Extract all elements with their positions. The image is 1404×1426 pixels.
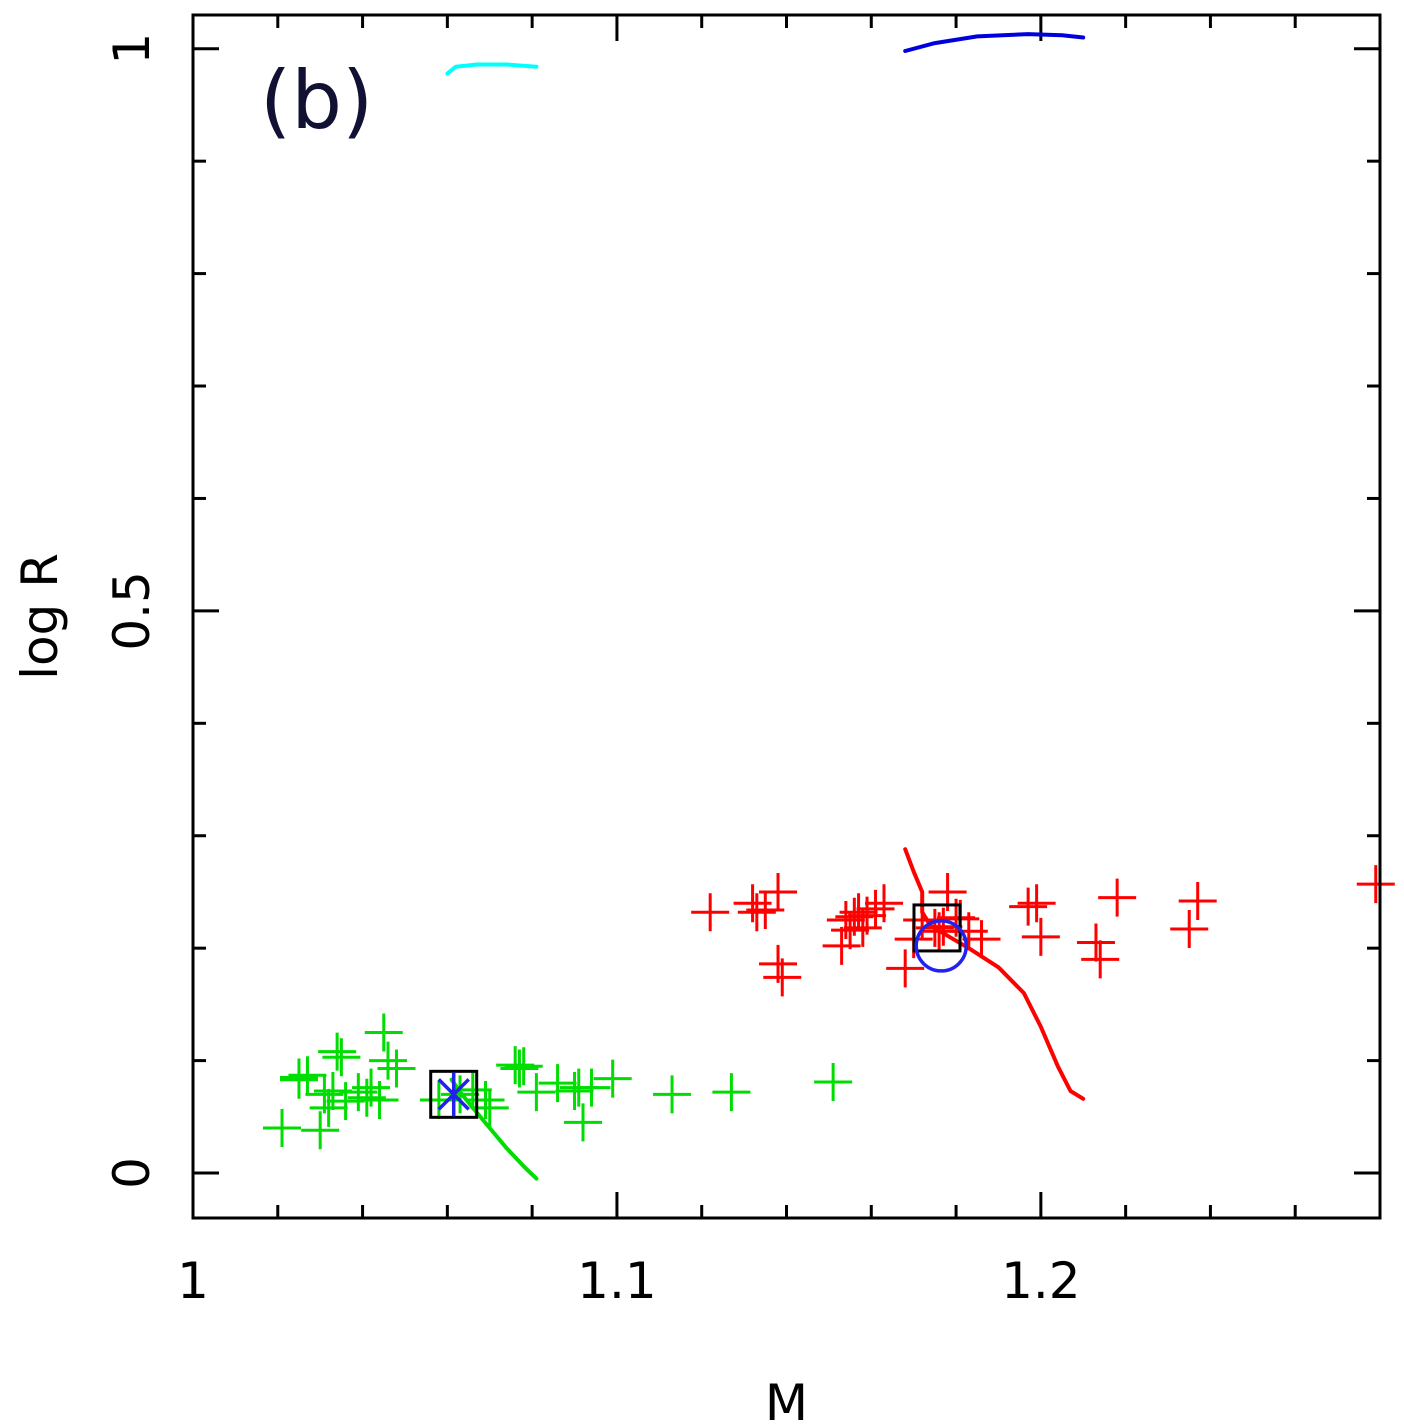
red-plus-points-marker (839, 893, 878, 932)
red-plus-points-marker (763, 958, 802, 997)
y-tick-label: 0 (103, 1157, 161, 1189)
green-model-asterisk (437, 1072, 470, 1117)
red-plus-points-marker (1076, 923, 1115, 962)
red-plus-points-marker (1081, 940, 1120, 979)
axis-ticks (191, 15, 1380, 1218)
red-plus-points-marker (1356, 865, 1395, 904)
red-plus-points-marker (822, 926, 861, 965)
red-plus-points-marker (886, 949, 925, 988)
panel-label: (b) (260, 54, 373, 147)
green-plus-points-marker (814, 1062, 853, 1101)
plot-frame (191, 13, 1382, 1220)
red-plus-points-marker (1017, 884, 1056, 923)
red-plus-points-marker (856, 889, 895, 928)
red-plus-points-marker (962, 920, 1001, 959)
y-tick-label: 0.5 (103, 571, 161, 651)
x-axis-title: M (765, 1374, 808, 1426)
green-plus-points-marker (517, 1073, 556, 1112)
green-plus-points-marker (322, 1038, 361, 1077)
model-tracks (445, 32, 1086, 1181)
blue-track (903, 32, 1086, 53)
green-plus-points-marker (653, 1075, 692, 1114)
red-plus-points-marker (1170, 910, 1209, 949)
green-plus-points-marker (593, 1059, 632, 1098)
red-plus-points-marker (1178, 881, 1217, 920)
green-plus-points-marker (555, 1071, 594, 1110)
red-plus-points-marker (1009, 887, 1048, 926)
green-model-box (429, 1069, 479, 1119)
green-plus-points-marker (504, 1047, 543, 1086)
green-plus-points-marker (263, 1109, 302, 1148)
green-plus-points-marker (466, 1080, 505, 1119)
green-plus-points-marker (360, 1080, 399, 1119)
red-plus-points-marker (1098, 878, 1137, 917)
green-plus-points-marker (377, 1049, 416, 1088)
green-plus-points-marker (572, 1068, 611, 1107)
green-plus-points-marker (318, 1032, 357, 1071)
x-tick-label: 1 (177, 1252, 209, 1310)
red-plus-points-marker (865, 884, 904, 923)
green-plus-points-marker (538, 1064, 577, 1103)
tick-labels: 1 1.1 1.2 0 0.5 1 (103, 33, 1081, 1310)
green-plus-points-marker (712, 1073, 751, 1112)
y-axis-title: log R (11, 553, 69, 680)
red-plus-points-marker (737, 893, 776, 932)
y-tick-label: 1 (103, 33, 161, 65)
green-plus-points-marker (309, 1088, 348, 1127)
red-plus-points-marker (691, 893, 730, 932)
green-plus-points-marker (500, 1049, 539, 1088)
x-tick-label: 1.2 (1001, 1252, 1081, 1310)
green-plus-points-marker (369, 1041, 408, 1080)
green-plus-points-marker (288, 1056, 327, 1095)
red-plus-points-marker (759, 872, 798, 911)
cyan-track (445, 62, 539, 76)
model-markers (429, 903, 968, 1119)
green-plus-points-marker (419, 1080, 458, 1119)
green-plus-points-marker (564, 1103, 603, 1142)
green-plus-points-marker (279, 1060, 318, 1099)
x-tick-label: 1.1 (577, 1252, 657, 1310)
data-points (263, 865, 1395, 1150)
red-model-circle (914, 919, 968, 973)
green-plus-points-marker (301, 1111, 340, 1150)
red-track (903, 847, 1086, 1101)
red-plus-points-marker (1021, 917, 1060, 956)
green-plus-points-marker (364, 1013, 403, 1052)
